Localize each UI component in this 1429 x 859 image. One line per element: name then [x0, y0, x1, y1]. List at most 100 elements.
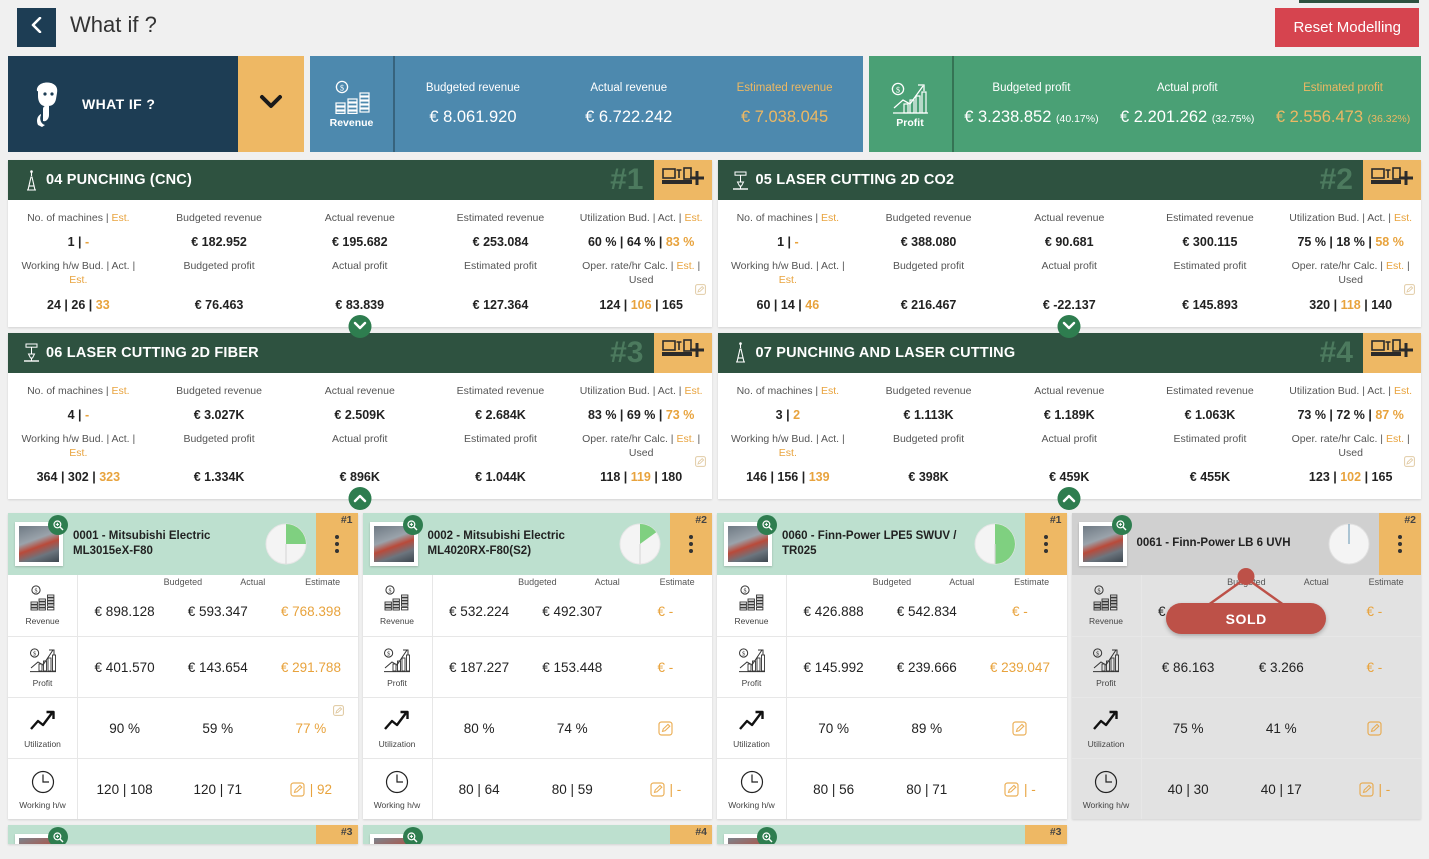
machine-row-icon-cell: $ Revenue	[717, 575, 787, 637]
edit-pencil-icon[interactable]	[694, 283, 706, 295]
edit-pencil-icon[interactable]	[649, 781, 665, 797]
back-button[interactable]	[17, 8, 56, 47]
workgroup-expand-toggle[interactable]	[1057, 314, 1081, 338]
edit-pencil-icon[interactable]	[1404, 283, 1415, 295]
kpi-metric-estimated-profit: Estimated profit € 2.556.473 (36.32%)	[1265, 56, 1421, 152]
svg-text:$: $	[340, 83, 344, 92]
zoom-in-icon[interactable]	[48, 515, 68, 536]
edit-pencil-icon[interactable]	[1367, 720, 1382, 736]
machine-options-button[interactable]: #3	[315, 825, 358, 845]
cell-estimate[interactable]	[973, 698, 1066, 758]
clock-icon	[29, 769, 57, 797]
edit-pencil-icon[interactable]	[332, 704, 344, 716]
machine-row-cells: 80 | 56 80 | 71 | -	[787, 759, 1067, 819]
machine-thumbnail[interactable]	[1078, 522, 1127, 567]
workgroup-body: No. of machines | Est. Budgeted revenue …	[718, 373, 1422, 500]
machine-options-button[interactable]: #2	[670, 513, 712, 576]
machine-metric-row: Working h/w 80 | 64 80 | 59 | -	[362, 758, 712, 820]
add-machine-button[interactable]	[653, 332, 712, 373]
add-machine-button[interactable]	[653, 160, 712, 200]
machine-metric-row: Working h/w 80 | 56 80 | 71 | -	[717, 758, 1067, 820]
cell-estimate[interactable]: € -	[1328, 637, 1421, 697]
svg-text:$: $	[896, 85, 900, 94]
zoom-in-icon[interactable]	[1111, 515, 1132, 536]
cell-estimate[interactable]: € 239.047	[973, 637, 1066, 697]
cell-estimate[interactable]: 77 %	[264, 698, 357, 758]
machine-card-header: #3	[8, 825, 358, 845]
machine-name: 0061 - Finn-Power LB 6 UVH	[1136, 537, 1291, 550]
kpi-metric-budgeted-profit: Budgeted profit € 3.238.852 (40.17%)	[954, 56, 1110, 152]
value-utilization: 60 % | 64 % | 83 %	[587, 235, 695, 250]
workgroup-value-row-1: 4 | - € 3.027K € 2.509K € 2.684K 83 % | …	[8, 400, 712, 428]
cell-estimate[interactable]: € -	[1328, 575, 1421, 636]
label-actual-revenue: Actual revenue	[1034, 212, 1105, 224]
edit-pencil-icon[interactable]	[694, 456, 706, 467]
value-oper-rate: 118 | 119 | 180	[571, 456, 712, 490]
machine-row-icon-cell: Working h/w	[1072, 759, 1142, 820]
zoom-in-icon[interactable]	[757, 515, 777, 536]
svg-text:$: $	[34, 588, 37, 595]
cell-budgeted: 80 | 56	[813, 781, 855, 797]
metric-value: € 6.722.242	[585, 107, 673, 126]
cell-estimate[interactable]: € -	[619, 637, 712, 697]
add-machine-button[interactable]	[1363, 160, 1421, 200]
cell-estimate[interactable]: € -	[973, 575, 1066, 636]
machine-row-icon-cell: $ Profit	[8, 637, 78, 698]
cell-estimate[interactable]: | -	[1328, 759, 1421, 819]
reset-modelling-button[interactable]: Reset Modelling	[1275, 8, 1419, 47]
value-budgeted-profit: € 216.467	[900, 297, 957, 312]
whatif-label: WHAT IF ?	[82, 96, 156, 112]
edit-pencil-icon[interactable]	[1404, 456, 1415, 467]
cell-estimate[interactable]	[1328, 698, 1421, 758]
machine-row-cells: € 145.992 € 239.666 € 239.047	[787, 637, 1067, 697]
label-working-hours: Working h/w Bud. | Act. | Est.	[730, 432, 845, 459]
edit-pencil-icon[interactable]	[1004, 781, 1019, 797]
machine-rank-badge: #4	[695, 826, 707, 839]
edit-pencil-icon[interactable]	[290, 781, 305, 797]
machine-thumbnail[interactable]	[724, 522, 772, 567]
machine-row-label: Working h/w	[1082, 799, 1130, 810]
cell-estimate[interactable]	[619, 698, 712, 758]
cell-actual: 89 %	[911, 720, 943, 736]
workgroup-value-row-1: 1 | - € 388.080 € 90.681 € 300.115 75 % …	[718, 227, 1422, 255]
cell-estimate[interactable]: | -	[619, 759, 712, 819]
metric-percent: (32.75%)	[1211, 112, 1255, 125]
machine-utilization-pie	[1327, 522, 1371, 566]
svg-text:$: $	[742, 650, 745, 657]
workgroup-rank-badge: #4	[1319, 335, 1353, 369]
workgroup-expand-toggle[interactable]	[1057, 487, 1081, 511]
machine-options-button[interactable]: #3	[1024, 825, 1067, 845]
zoom-in-icon[interactable]	[757, 827, 777, 845]
machine-options-button[interactable]: #4	[670, 825, 712, 845]
machine-options-button[interactable]: #1	[1024, 513, 1067, 576]
value-budgeted-revenue: € 388.080	[900, 235, 957, 250]
cell-estimate[interactable]: € 291.788	[264, 637, 357, 697]
edit-pencil-icon[interactable]	[1358, 781, 1374, 797]
estimate-suffix: | -	[669, 781, 682, 797]
machine-metric-row: $ Profit € 86.163 € 3.266 € -	[1071, 636, 1421, 698]
label-actual-profit: Actual profit	[332, 432, 388, 445]
edit-pencil-icon[interactable]	[1012, 720, 1028, 736]
value-actual-revenue: € 195.682	[331, 235, 388, 250]
workgroup-body: No. of machines | Est. Budgeted revenue …	[718, 200, 1422, 327]
cell-estimate[interactable]: | -	[973, 759, 1066, 819]
workgroup-expand-toggle[interactable]	[348, 487, 372, 511]
money-stacks-icon: $	[1092, 585, 1120, 613]
cell-estimate[interactable]: € -	[619, 575, 712, 636]
workgroup-expand-toggle[interactable]	[348, 314, 372, 338]
kpi-row: WHAT IF ? $ Revenue Budgeted revenue € 8…	[8, 56, 1421, 152]
zoom-in-icon[interactable]	[48, 827, 68, 845]
workgroup-title: 04 PUNCHING (CNC)	[46, 172, 192, 188]
cell-estimate[interactable]: € 768.398	[264, 575, 357, 636]
zoom-in-icon[interactable]	[402, 515, 423, 536]
machine-options-button[interactable]: #2	[1379, 513, 1421, 576]
zoom-in-icon[interactable]	[402, 827, 423, 845]
whatif-collapse-toggle[interactable]	[238, 56, 304, 152]
edit-pencil-icon[interactable]	[658, 720, 673, 736]
machine-options-button[interactable]: #1	[315, 513, 358, 576]
thinking-person-icon	[30, 81, 64, 127]
workgroup-label-row-1: No. of machines | Est. Budgeted revenue …	[8, 380, 712, 400]
machine-card: 0001 - Mitsubishi Electric ML3015eX-F80 …	[8, 513, 358, 820]
cell-estimate[interactable]: | 92	[264, 759, 357, 819]
add-machine-button[interactable]	[1363, 332, 1421, 373]
